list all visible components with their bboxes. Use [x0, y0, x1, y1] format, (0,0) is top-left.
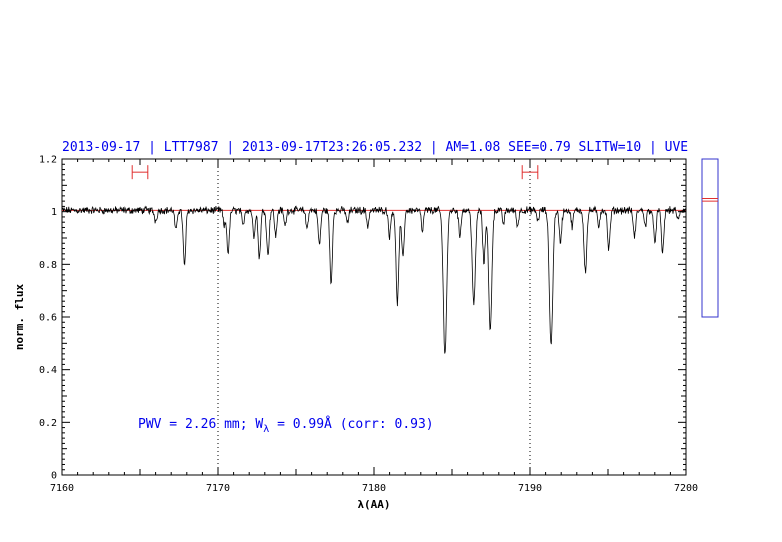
x-tick-label: 7200 [674, 483, 698, 494]
continuum-window-markers [131, 165, 539, 180]
y-axis-ticks: 0 0.2 0.4 0.6 0.8 1 1.2 [39, 155, 686, 482]
y-tick-label: 0.4 [39, 365, 57, 376]
y-tick-label: 1 [51, 207, 57, 218]
pwv-annotation-subscript: λ [263, 424, 269, 435]
y-tick-label: 0.8 [39, 260, 57, 271]
x-tick-label: 7190 [518, 483, 542, 494]
y-axis-title: norm. flux [13, 284, 26, 351]
x-tick-label: 7170 [206, 483, 230, 494]
pwv-annotation-suffix: = 0.99Å (corr: 0.93) [269, 416, 433, 432]
y-tick-label: 0 [51, 471, 57, 482]
pwv-annotation: PWV = 2.26 mm; Wλ = 0.99Å (corr: 0.93) [138, 416, 434, 435]
x-axis-title: λ(AA) [357, 498, 390, 511]
y-tick-label: 1.2 [39, 155, 57, 166]
x-axis-ticks: 7160 7170 7180 7190 7200 [50, 159, 698, 494]
spectrum-line [61, 205, 687, 354]
side-panel-markers [702, 198, 718, 202]
x-tick-label: 7160 [50, 483, 74, 494]
reference-lines [217, 159, 531, 475]
x-tick-label: 7180 [362, 483, 386, 494]
pwv-annotation-prefix: PWV = 2.26 mm; W [138, 417, 263, 432]
y-tick-label: 0.2 [39, 418, 57, 429]
side-panel-box [701, 158, 719, 318]
y-tick-label: 0.6 [39, 313, 57, 324]
plot-header: 2013-09-17 | LTT7987 | 2013-09-17T23:26:… [62, 140, 688, 155]
